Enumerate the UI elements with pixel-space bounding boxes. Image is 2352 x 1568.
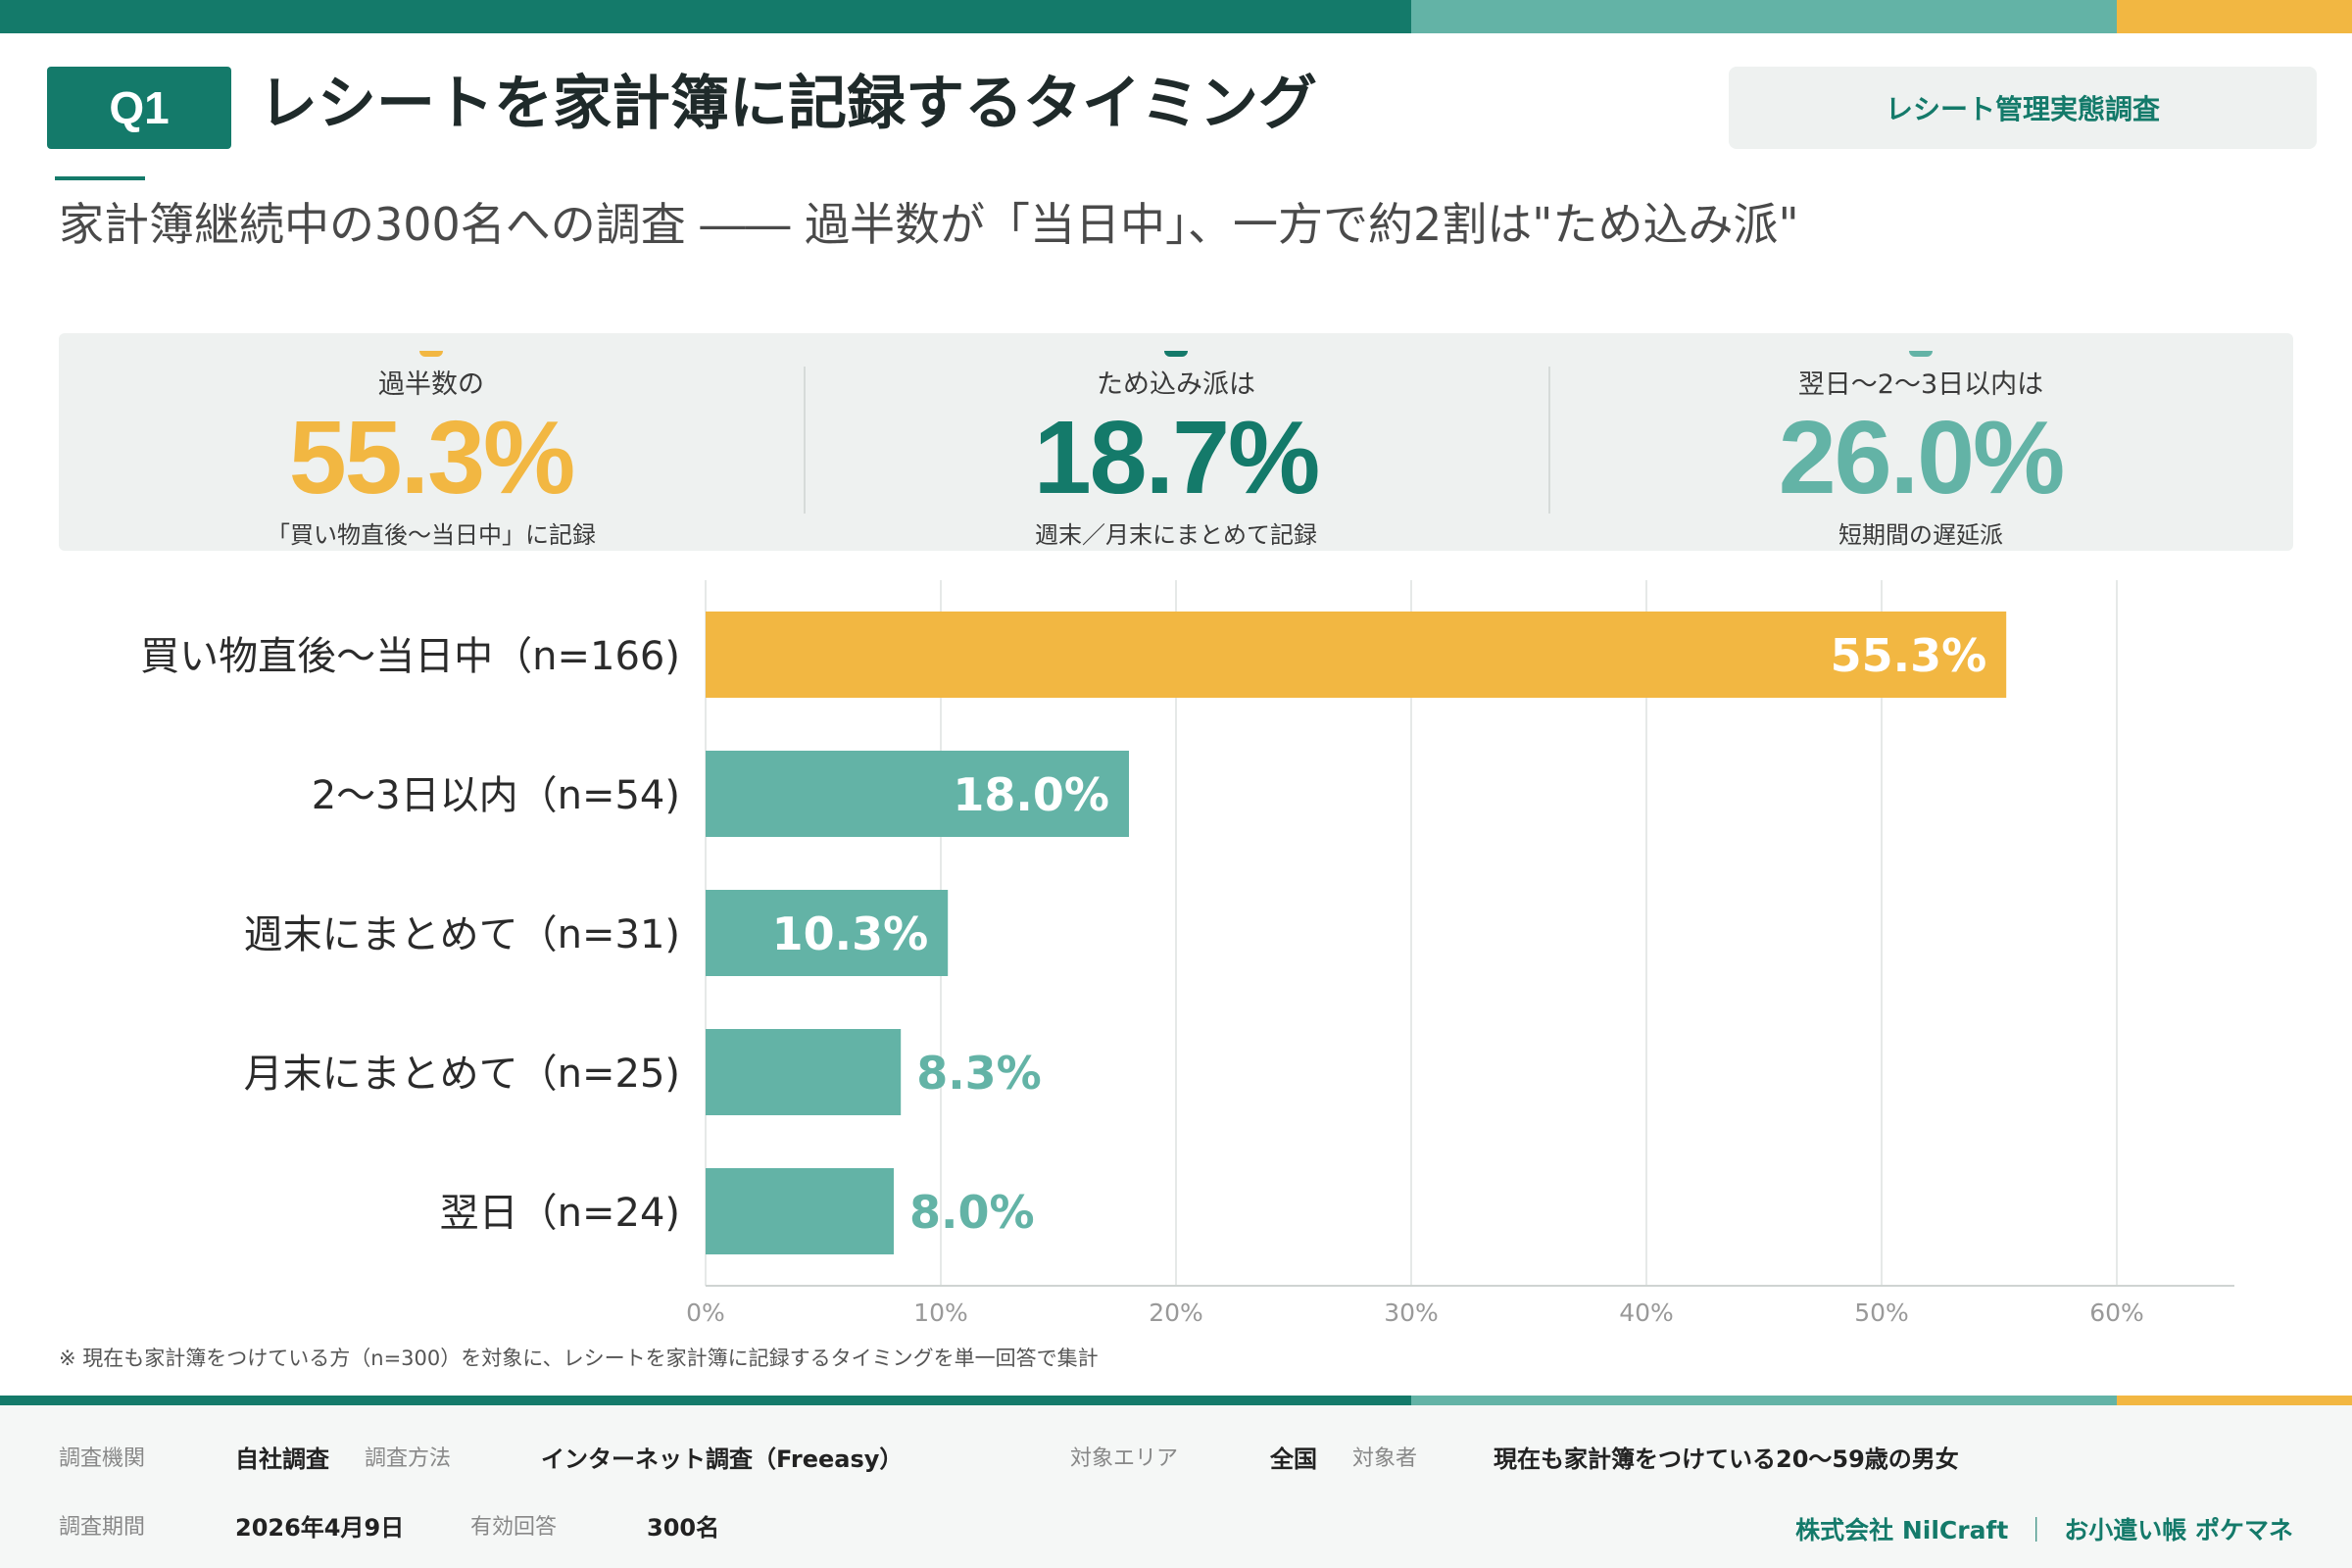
category-label: 買い物直後〜当日中（n=166) bbox=[140, 634, 680, 679]
footer-org-key: 調査機関 bbox=[59, 1446, 146, 1471]
top-bar-segment-primary bbox=[0, 0, 1411, 33]
title-accent-line bbox=[55, 176, 145, 180]
x-tick-label: 0% bbox=[686, 1298, 725, 1327]
x-tick-label: 30% bbox=[1384, 1298, 1439, 1327]
footer-method-key: 調査方法 bbox=[365, 1446, 452, 1471]
question-badge: Q1 bbox=[47, 67, 231, 149]
kpi-card-hoarders: ため込み派は 18.7% 週末／月末にまとめて記録 bbox=[804, 333, 1548, 551]
kpi-accent-mark bbox=[1909, 351, 1933, 357]
value-label: 10.3% bbox=[772, 907, 929, 960]
bar bbox=[706, 890, 949, 976]
page-title: レシートを家計簿に記録するタイミング bbox=[259, 70, 1317, 138]
footer-target-value: 現在も家計簿をつけている20〜59歳の男女 bbox=[1494, 1446, 1959, 1473]
bottom-bar-segment-secondary bbox=[1411, 1396, 2117, 1405]
top-bar-segment-accent bbox=[2117, 0, 2352, 33]
footer-method-value: インターネット調査（Freeasy） bbox=[541, 1446, 904, 1473]
category-label: 月末にまとめて（n=25) bbox=[244, 1052, 680, 1097]
footer-period-value: 2026年4月9日 bbox=[235, 1514, 405, 1542]
bar-chart: 0% 10% 20% 30% 40% 50% 60% 買い物直後〜当日中（n=166) 55.3… bbox=[140, 580, 2234, 1327]
company-name: 株式会社 NilCraft bbox=[1795, 1516, 2009, 1544]
survey-tag: レシート管理実態調査 bbox=[1729, 67, 2317, 149]
bar bbox=[706, 1029, 902, 1115]
bottom-color-bar bbox=[0, 1396, 2352, 1405]
value-label: 55.3% bbox=[1831, 629, 1987, 682]
kpi-accent-mark bbox=[1164, 351, 1188, 357]
kpi-label: ため込み派は bbox=[1097, 369, 1255, 400]
value-label: 18.0% bbox=[953, 768, 1109, 821]
x-tick-label: 50% bbox=[1854, 1298, 1909, 1327]
x-tick-label: 20% bbox=[1149, 1298, 1203, 1327]
footer-valid-value: 300名 bbox=[647, 1514, 720, 1542]
footer-area-key: 対象エリア bbox=[1070, 1446, 1179, 1471]
x-tick-label: 10% bbox=[913, 1298, 968, 1327]
top-color-bar bbox=[0, 0, 2352, 33]
kpi-value: 26.0% bbox=[1778, 400, 2066, 515]
footer-brand: 株式会社 NilCraft ｜ お小遣い帳 ポケマネ bbox=[1795, 1511, 2293, 1546]
category-label: 週末にまとめて（n=31) bbox=[244, 912, 680, 957]
footnote: ※ 現在も家計簿をつけている方（n=300）を対象に、レシートを家計簿に記録する… bbox=[59, 1347, 1099, 1370]
bottom-bar-segment-primary bbox=[0, 1396, 1411, 1405]
kpi-card-delayed: 翌日〜2〜3日以内は 26.0% 短期間の遅延派 bbox=[1548, 333, 2293, 551]
survey-footer bbox=[0, 1405, 2352, 1568]
bar bbox=[706, 612, 2007, 698]
footer-org-value: 自社調査 bbox=[235, 1446, 329, 1473]
footer-period-key: 調査期間 bbox=[59, 1515, 146, 1540]
kpi-caption: 「買い物直後〜当日中」に記録 bbox=[267, 521, 596, 549]
x-tick-label: 60% bbox=[2089, 1298, 2144, 1327]
category-label: 翌日（n=24) bbox=[440, 1191, 680, 1236]
footer-valid-key: 有効回答 bbox=[470, 1515, 558, 1540]
brand-separator: ｜ bbox=[2024, 1516, 2049, 1544]
value-label: 8.3% bbox=[916, 1047, 1042, 1100]
footer-area-value: 全国 bbox=[1270, 1446, 1317, 1473]
bar bbox=[706, 1168, 894, 1254]
kpi-value: 18.7% bbox=[1033, 400, 1321, 515]
bottom-bar-segment-accent bbox=[2117, 1396, 2352, 1405]
kpi-caption: 週末／月末にまとめて記録 bbox=[1035, 521, 1317, 549]
kpi-label: 過半数の bbox=[378, 369, 484, 400]
kpi-label: 翌日〜2〜3日以内は bbox=[1797, 369, 2044, 400]
page-subtitle: 家計簿継続中の300名への調査 ―― 過半数が「当日中」、一方で約2割は"ため込… bbox=[59, 198, 1799, 251]
x-tick-label: 40% bbox=[1619, 1298, 1674, 1327]
value-label: 8.0% bbox=[909, 1186, 1035, 1239]
category-label: 2〜3日以内（n=54) bbox=[312, 773, 680, 818]
top-bar-segment-secondary bbox=[1411, 0, 2117, 33]
kpi-accent-mark bbox=[419, 351, 443, 357]
footer-target-key: 対象者 bbox=[1352, 1446, 1418, 1471]
kpi-card-majority: 過半数の 55.3% 「買い物直後〜当日中」に記録 bbox=[59, 333, 804, 551]
bar bbox=[706, 751, 1129, 837]
product-name: お小遣い帳 ポケマネ bbox=[2064, 1516, 2293, 1544]
kpi-panel: 過半数の 55.3% 「買い物直後〜当日中」に記録 ため込み派は 18.7% 週… bbox=[59, 333, 2293, 551]
kpi-caption: 短期間の遅延派 bbox=[1838, 521, 2003, 549]
kpi-value: 55.3% bbox=[288, 400, 576, 515]
